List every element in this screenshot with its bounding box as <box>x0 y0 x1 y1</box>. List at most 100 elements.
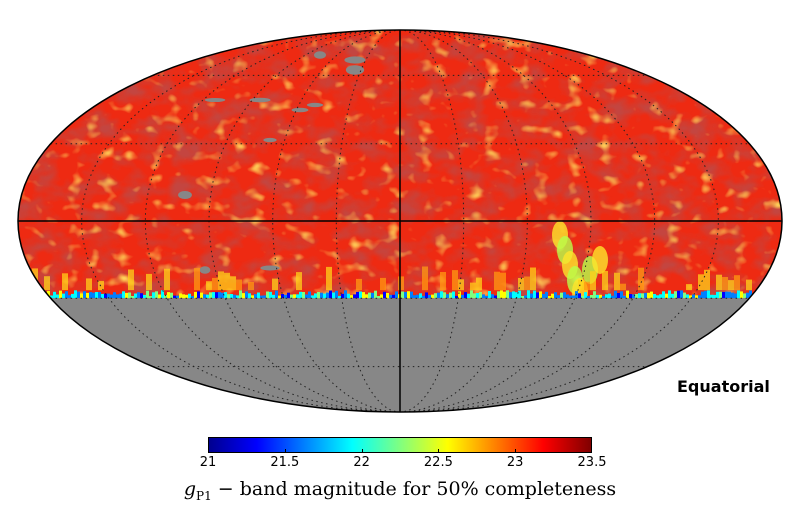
edge-wash <box>212 277 218 291</box>
gray-patch <box>291 107 309 113</box>
edge-wash <box>476 277 482 291</box>
edge-cell <box>338 295 341 299</box>
edge-cell <box>602 296 605 299</box>
edge-cell <box>143 294 146 299</box>
edge-cell <box>671 293 674 299</box>
edge-cell <box>98 292 101 299</box>
edge-cell <box>467 293 470 299</box>
edge-cell <box>212 292 215 299</box>
edge-cell <box>569 295 572 299</box>
edge-cell <box>482 294 485 299</box>
edge-cell <box>236 295 239 299</box>
edge-cell <box>431 294 434 299</box>
edge-cell <box>128 292 131 299</box>
edge-cell <box>230 294 233 299</box>
edge-band <box>20 266 782 299</box>
edge-cell <box>566 294 569 299</box>
edge-wash <box>764 279 770 291</box>
edge-cell <box>599 294 602 299</box>
edge-cell <box>572 295 575 299</box>
colorbar-tick-label: 22.5 <box>423 455 453 470</box>
edge-cell <box>485 295 488 299</box>
edge-cell <box>596 294 599 299</box>
edge-cell <box>275 290 278 299</box>
meridian-line <box>272 30 392 412</box>
gray-patch <box>178 190 192 200</box>
edge-wash <box>206 281 212 291</box>
edge-wash <box>728 280 734 291</box>
edge-cell <box>464 292 467 299</box>
edge-cell <box>611 295 614 299</box>
edge-cell <box>434 293 437 299</box>
edge-cell <box>248 293 251 299</box>
edge-cell <box>524 295 527 299</box>
edge-cell <box>206 294 209 299</box>
colorbar-tick-label: 21.5 <box>270 455 300 470</box>
edge-wash <box>530 267 536 291</box>
edge-cell <box>293 294 296 299</box>
edge-cell <box>56 294 59 299</box>
edge-cell <box>284 294 287 299</box>
edge-cell <box>545 291 548 299</box>
edge-cell <box>479 292 482 299</box>
edge-cell <box>269 291 272 299</box>
edge-cell <box>581 295 584 299</box>
edge-cell <box>272 294 275 299</box>
edge-cell <box>656 295 659 299</box>
edge-cell <box>41 292 44 299</box>
edge-cell <box>341 293 344 299</box>
edge-cell <box>665 293 668 299</box>
edge-cell <box>662 291 665 299</box>
gray-patch <box>263 137 277 143</box>
edge-wash <box>146 273 152 291</box>
edge-cell <box>209 292 212 299</box>
edge-cell <box>476 293 479 299</box>
edge-cell <box>137 292 140 299</box>
colorbar-label-text: − band magnitude for 50% completeness <box>211 478 617 500</box>
edge-cell <box>302 292 305 299</box>
edge-cell <box>281 294 284 299</box>
edge-cell <box>95 292 98 299</box>
edge-cell <box>305 294 308 299</box>
edge-cell <box>29 295 32 299</box>
edge-cell <box>686 294 689 299</box>
edge-cell <box>383 291 386 299</box>
gray-patch <box>249 97 271 103</box>
edge-cell <box>518 290 521 299</box>
edge-cell <box>146 290 149 299</box>
edge-cell <box>455 295 458 299</box>
edge-cell <box>647 292 650 299</box>
edge-wash <box>614 272 620 291</box>
colorbar-tick-label: 23 <box>506 455 524 470</box>
edge-cell <box>443 292 446 299</box>
edge-cell <box>371 292 374 299</box>
edge-cell <box>182 294 185 299</box>
edge-cell <box>140 293 143 299</box>
edge-cell <box>260 295 263 299</box>
edge-cell <box>743 293 746 299</box>
edge-cell <box>659 294 662 299</box>
edge-wash <box>224 272 230 291</box>
edge-cell <box>350 295 353 299</box>
edge-wash <box>62 273 68 291</box>
edge-cell <box>185 294 188 299</box>
edge-cell <box>419 293 422 299</box>
edge-wash <box>494 271 500 291</box>
edge-cell <box>215 292 218 299</box>
edge-cell <box>194 291 197 299</box>
edge-cell <box>515 292 518 299</box>
edge-cell <box>218 292 221 299</box>
edge-cell <box>299 291 302 299</box>
edge-cell <box>536 292 539 299</box>
edge-cell <box>158 294 161 299</box>
edge-cell <box>122 291 125 299</box>
edge-cell <box>50 295 53 299</box>
edge-cell <box>632 294 635 299</box>
edge-cell <box>329 290 332 299</box>
edge-wash <box>716 274 722 291</box>
edge-cell <box>239 290 242 299</box>
edge-cell <box>320 292 323 299</box>
edge-wash <box>272 278 278 291</box>
edge-cell <box>407 291 410 299</box>
edge-cell <box>53 291 56 299</box>
